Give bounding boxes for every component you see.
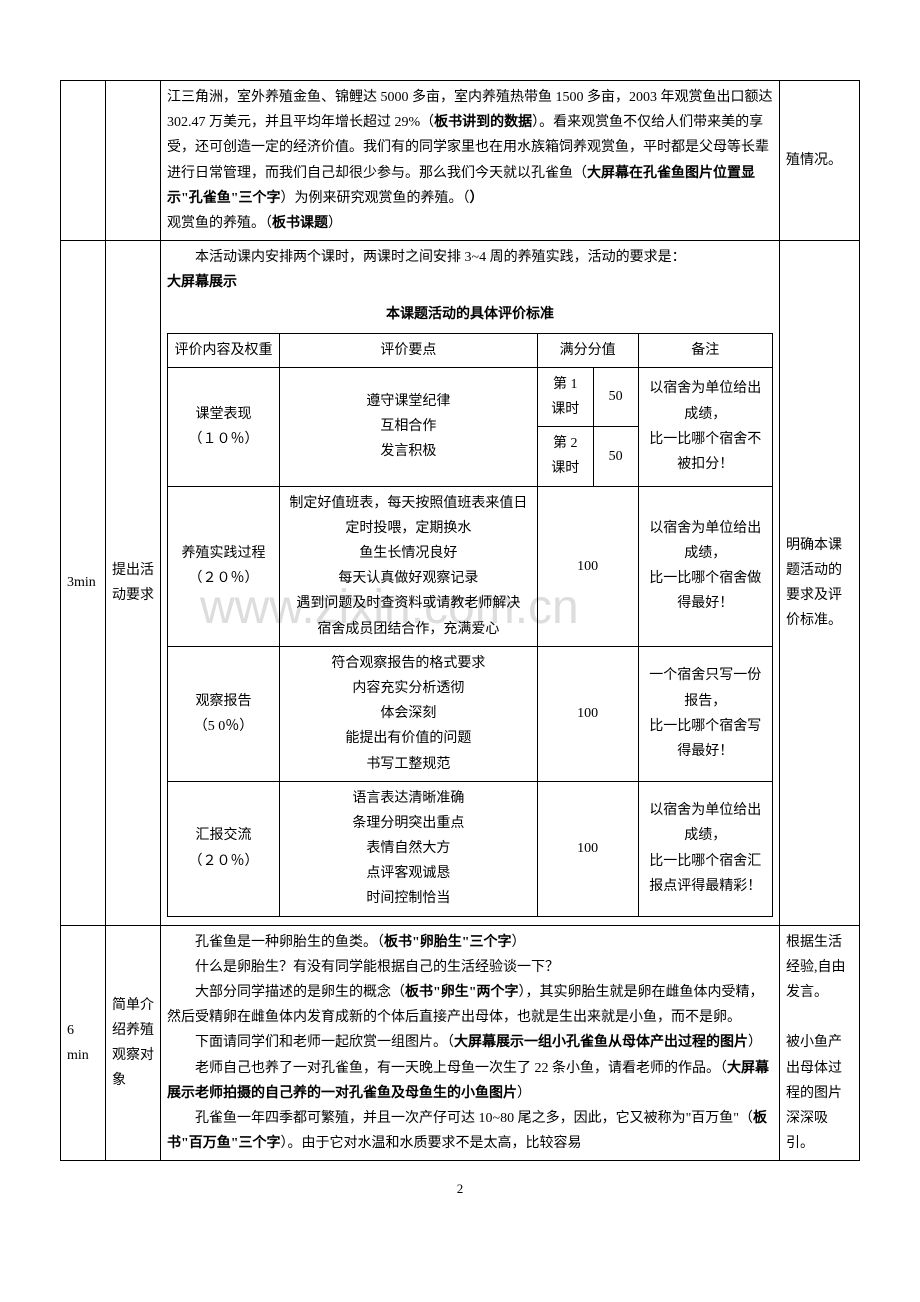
note-cell: 以宿舍为单位给出成绩， 比一比哪个宿舍汇报点评得最精彩！ — [638, 781, 772, 916]
text: ）为例来研究观赏鱼的养殖。（ — [281, 191, 470, 206]
table-row: 养殖实践过程 （２０％） 制定好值班表，每天按照值班表来值日 定时投喂，定期换水… — [168, 486, 773, 646]
content-cell: 江三角洲，室外养殖金鱼、锦鲤达 5000 多亩，室内养殖热带鱼 1500 多亩，… — [161, 81, 780, 241]
text: 什么是卵胎生？有没有同学能根据自己的生活经验谈一下？ — [167, 955, 773, 980]
score-label: 第 1 课时 — [537, 367, 593, 426]
content-cell: 孔雀鱼是一种卵胎生的鱼类。（板书"卵胎生"三个字） 什么是卵胎生？有没有同学能根… — [161, 925, 780, 1161]
bold-text: ） — [470, 191, 484, 206]
note-cell: 一个宿舍只写一份报告， 比一比哪个宿舍写得最好！ — [638, 646, 772, 781]
label-cell: 提出活动要求 — [106, 241, 161, 926]
main-document-table: 江三角洲，室外养殖金鱼、锦鲤达 5000 多亩，室内养殖热带鱼 1500 多亩，… — [60, 80, 860, 1161]
screen-label: 大屏幕展示 — [167, 270, 773, 295]
points-cell: 遵守课堂纪律 互相合作 发言积极 — [280, 367, 538, 486]
text: 大部分同学描述的是卵生的概念（ — [195, 985, 405, 1000]
points-cell: 语言表达清晰准确 条理分明突出重点 表情自然大方 点评客观诚恳 时间控制恰当 — [280, 781, 538, 916]
header-row: 评价内容及权重 评价要点 满分分值 备注 — [168, 333, 773, 367]
text: ）。由于它对水温和水质要求不是太高，比较容易 — [281, 1136, 582, 1151]
table-heading: 本课题活动的具体评价标准 — [167, 302, 773, 327]
header-cell: 评价要点 — [280, 333, 538, 367]
table-row: 课堂表现 （１０％） 遵守课堂纪律 互相合作 发言积极 第 1 课时 50 以宿… — [168, 367, 773, 426]
points-cell: 符合观察报告的格式要求 内容充实分析透彻 体会深刻 能提出有价值的问题 书写工整… — [280, 646, 538, 781]
bold-text: 板书"卵胎生"三个字 — [384, 935, 512, 950]
header-cell: 评价内容及权重 — [168, 333, 280, 367]
score-val: 100 — [537, 486, 638, 646]
text: ） — [517, 1086, 531, 1101]
text: 老师自己也养了一对孔雀鱼，有一天晚上母鱼一次生了 22 条小鱼，请看老师的作品。… — [195, 1061, 727, 1076]
text: 孔雀鱼一年四季都可繁殖，并且一次产仔可达 10~80 尾之多，因此，它又被称为"… — [195, 1111, 753, 1126]
points-cell: 制定好值班表，每天按照值班表来值日 定时投喂，定期换水 鱼生长情况良好 每天认真… — [280, 486, 538, 646]
text: ） — [512, 935, 526, 950]
time-cell — [61, 81, 106, 241]
item-cell: 养殖实践过程 （２０％） — [168, 486, 280, 646]
page-number: 2 — [60, 1181, 860, 1197]
text: 下面请同学们和老师一起欣赏一组图片。（ — [195, 1035, 454, 1050]
bold-text: 板书"卵生"两个字 — [405, 985, 519, 1000]
table-row: 6 min 简单介绍养殖观察对象 孔雀鱼是一种卵胎生的鱼类。（板书"卵胎生"三个… — [61, 925, 860, 1161]
score-label: 第 2 课时 — [537, 427, 593, 486]
table-row: 汇报交流 （２０％） 语言表达清晰准确 条理分明突出重点 表情自然大方 点评客观… — [168, 781, 773, 916]
header-cell: 满分分值 — [537, 333, 638, 367]
score-val: 50 — [593, 367, 638, 426]
score-val: 100 — [537, 646, 638, 781]
note-cell: 以宿舍为单位给出成绩， 比一比哪个宿舍做得最好！ — [638, 486, 772, 646]
note-cell: 殖情况。 — [780, 81, 860, 241]
bold-text: 板书课题 — [272, 216, 328, 231]
label-cell — [106, 81, 161, 241]
score-val: 50 — [593, 427, 638, 486]
content-cell: 本活动课内安排两个课时，两课时之间安排 3~4 周的养殖实践，活动的要求是： 大… — [161, 241, 780, 926]
item-cell: 课堂表现 （１０％） — [168, 367, 280, 486]
time-cell: 3min — [61, 241, 106, 926]
table-row: 3min 提出活动要求 本活动课内安排两个课时，两课时之间安排 3~4 周的养殖… — [61, 241, 860, 926]
text: ） — [748, 1035, 762, 1050]
table-row: 江三角洲，室外养殖金鱼、锦鲤达 5000 多亩，室内养殖热带鱼 1500 多亩，… — [61, 81, 860, 241]
evaluation-table: 评价内容及权重 评价要点 满分分值 备注 课堂表现 （１０％） 遵守课堂纪律 互… — [167, 333, 773, 917]
bold-text: 大屏幕展示一组小孔雀鱼从母体产出过程的图片 — [454, 1035, 748, 1050]
note-cell: 明确本课题活动的要求及评价标准。 — [780, 241, 860, 926]
text: ） — [328, 216, 342, 231]
text: 孔雀鱼是一种卵胎生的鱼类。（ — [195, 935, 384, 950]
header-cell: 备注 — [638, 333, 772, 367]
score-val: 100 — [537, 781, 638, 916]
time-cell: 6 min — [61, 925, 106, 1161]
bold-text: 板书讲到的数据 — [434, 115, 532, 130]
table-row: 观察报告 （5 0％） 符合观察报告的格式要求 内容充实分析透彻 体会深刻 能提… — [168, 646, 773, 781]
note-cell: 以宿舍为单位给出成绩， 比一比哪个宿舍不被扣分！ — [638, 367, 772, 486]
intro-text: 本活动课内安排两个课时，两课时之间安排 3~4 周的养殖实践，活动的要求是： — [167, 245, 773, 270]
item-cell: 观察报告 （5 0％） — [168, 646, 280, 781]
label-cell: 简单介绍养殖观察对象 — [106, 925, 161, 1161]
note-cell: 根据生活经验,自由发言。 被小鱼产出母体过程的图片深深吸引。 — [780, 925, 860, 1161]
text: 观赏鱼的养殖。（ — [167, 216, 272, 231]
item-cell: 汇报交流 （２０％） — [168, 781, 280, 916]
